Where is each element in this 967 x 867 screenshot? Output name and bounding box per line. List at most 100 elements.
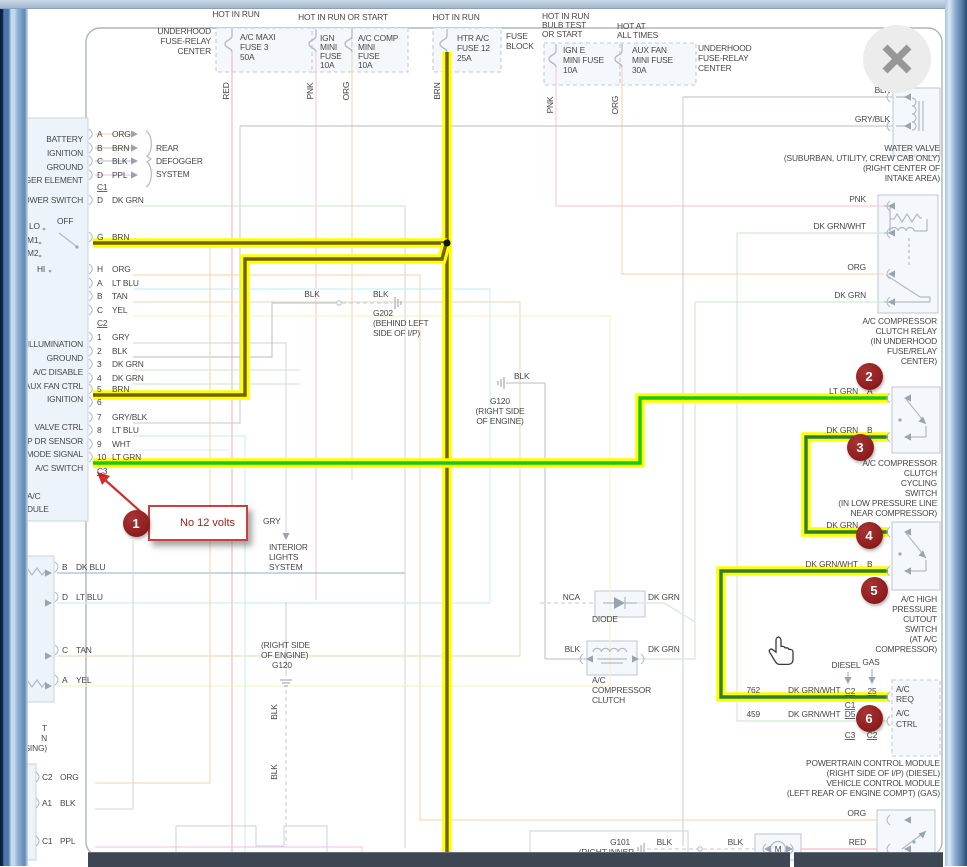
svg-text:MINI FUSE: MINI FUSE (632, 55, 674, 65)
svg-text:DIESEL: DIESEL (832, 660, 861, 670)
svg-text:D: D (62, 592, 68, 602)
svg-text:CLUTCH: CLUTCH (904, 468, 937, 478)
svg-text:DK GRN: DK GRN (826, 520, 858, 530)
svg-text:10A: 10A (358, 60, 373, 70)
svg-text:B: B (97, 143, 103, 153)
svg-text:BLK: BLK (60, 798, 76, 808)
svg-text:SYSTEM: SYSTEM (269, 562, 303, 572)
svg-text:6: 6 (97, 397, 102, 407)
svg-text:A: A (867, 386, 873, 396)
bottom-scrollbar-segment[interactable] (794, 852, 943, 867)
svg-text:POWERTRAIN CONTROL MODULE: POWERTRAIN CONTROL MODULE (806, 758, 941, 768)
svg-text:G120: G120 (272, 660, 292, 670)
svg-text:SIDE OF I/P): SIDE OF I/P) (373, 328, 420, 338)
svg-text:(LEFT REAR OF ENGINE COMPT): (LEFT REAR OF ENGINE COMPT) (GAS) (787, 788, 940, 798)
svg-text:GER ELEMENT: GER ELEMENT (25, 175, 83, 185)
svg-text:BLOCK: BLOCK (506, 41, 534, 51)
svg-text:C2: C2 (97, 318, 108, 328)
svg-text:10A: 10A (320, 60, 335, 70)
svg-text:WHT: WHT (112, 439, 131, 449)
svg-text:C: C (97, 305, 103, 315)
svg-text:CLUTCH: CLUTCH (592, 695, 625, 705)
svg-text:FUSE: FUSE (320, 51, 342, 61)
svg-text:SWITCH: SWITCH (905, 624, 937, 634)
svg-text:LT BLU: LT BLU (76, 592, 103, 602)
svg-text:PPL: PPL (60, 836, 76, 846)
svg-text:BRN: BRN (112, 143, 129, 153)
svg-text:PRESSURE: PRESSURE (892, 604, 937, 614)
svg-text:G202: G202 (373, 308, 393, 318)
svg-text:GRY/BLK: GRY/BLK (112, 412, 148, 422)
svg-text:(SUBURBAN, UTILITY, CREW CAB O: (SUBURBAN, UTILITY, CREW CAB ONLY) (784, 153, 940, 163)
svg-text:DK GRN/WHT: DK GRN/WHT (788, 709, 841, 719)
svg-text:PNK: PNK (305, 82, 315, 99)
svg-text:OF ENGINE): OF ENGINE) (261, 650, 309, 660)
svg-text:CTRL: CTRL (896, 719, 918, 729)
svg-text:(BEHIND LEFT: (BEHIND LEFT (373, 318, 428, 328)
svg-text:(IN LOW PRESSURE LINE: (IN LOW PRESSURE LINE (838, 498, 937, 508)
svg-text:DK GRN: DK GRN (112, 359, 144, 369)
svg-text:DULE: DULE (27, 504, 49, 514)
svg-text:A: A (62, 675, 68, 685)
svg-text:IGNITION: IGNITION (47, 148, 83, 158)
svg-text:HOT IN RUN: HOT IN RUN (432, 12, 479, 22)
svg-text:IGN E: IGN E (563, 45, 586, 55)
svg-text:GRY: GRY (112, 332, 130, 342)
svg-text:ORG: ORG (610, 96, 620, 115)
svg-text:A/C: A/C (592, 675, 606, 685)
svg-text:9: 9 (97, 439, 102, 449)
svg-text:BRN: BRN (112, 384, 129, 394)
svg-text:DK GRN: DK GRN (112, 195, 144, 205)
svg-text:A/C HIGH: A/C HIGH (901, 594, 937, 604)
callout-1: 1 (122, 509, 150, 537)
svg-text:H: H (97, 264, 103, 274)
svg-text:PPL: PPL (112, 170, 128, 180)
svg-text:HOT AT: HOT AT (617, 21, 646, 31)
svg-text:VALVE CTRL: VALVE CTRL (35, 422, 84, 432)
svg-text:2: 2 (97, 346, 102, 356)
svg-text:BLK: BLK (269, 704, 279, 720)
svg-text:GROUND: GROUND (47, 162, 83, 172)
svg-text:CENTER: CENTER (177, 46, 211, 56)
svg-text:YEL: YEL (112, 305, 128, 315)
svg-text:BLK: BLK (565, 644, 581, 654)
svg-text:LO: LO (29, 221, 41, 231)
svg-text:BATTERY: BATTERY (46, 134, 83, 144)
svg-text:5: 5 (97, 384, 102, 394)
svg-text:25: 25 (867, 686, 877, 696)
svg-text:SYSTEM: SYSTEM (156, 169, 190, 179)
svg-text:M2: M2 (27, 248, 39, 258)
svg-text:C2: C2 (867, 730, 878, 740)
close-button[interactable] (863, 25, 931, 93)
svg-text:(RIGHT SIDE OF I/P) (DIESEL): (RIGHT SIDE OF I/P) (DIESEL) (827, 768, 941, 778)
bottom-scrollbar-segment[interactable] (88, 852, 790, 867)
svg-text:HTR A/C: HTR A/C (457, 33, 489, 43)
callout-5: 5 (860, 576, 888, 604)
svg-text:A: A (97, 278, 103, 288)
svg-text:HOT IN RUN OR START: HOT IN RUN OR START (298, 12, 388, 22)
svg-text:DIODE: DIODE (592, 614, 618, 624)
svg-text:C3: C3 (97, 466, 108, 476)
svg-text:GROUND: GROUND (47, 353, 83, 363)
svg-text:DK GRN: DK GRN (834, 290, 866, 300)
svg-text:RED: RED (849, 837, 866, 847)
svg-text:HI: HI (37, 264, 45, 274)
svg-text:A1: A1 (42, 798, 52, 808)
svg-text:CYCLING: CYCLING (901, 478, 937, 488)
svg-text:IGNITION: IGNITION (47, 394, 83, 404)
svg-text:B: B (62, 562, 68, 572)
svg-text:CENTER: CENTER (698, 63, 732, 73)
callout-4: 4 (855, 521, 883, 549)
svg-text:LT GRN: LT GRN (112, 452, 141, 462)
svg-text:ALL TIMES: ALL TIMES (617, 30, 659, 40)
svg-text:ORG: ORG (847, 808, 866, 818)
svg-text:RED: RED (221, 82, 231, 99)
svg-text:FUSE: FUSE (506, 31, 528, 41)
svg-text:LT GRN: LT GRN (829, 386, 858, 396)
svg-text:YEL: YEL (76, 675, 92, 685)
svg-text:MODE SIGNAL: MODE SIGNAL (26, 449, 83, 459)
svg-text:NCA: NCA (563, 592, 581, 602)
svg-text:M: M (775, 845, 782, 854)
